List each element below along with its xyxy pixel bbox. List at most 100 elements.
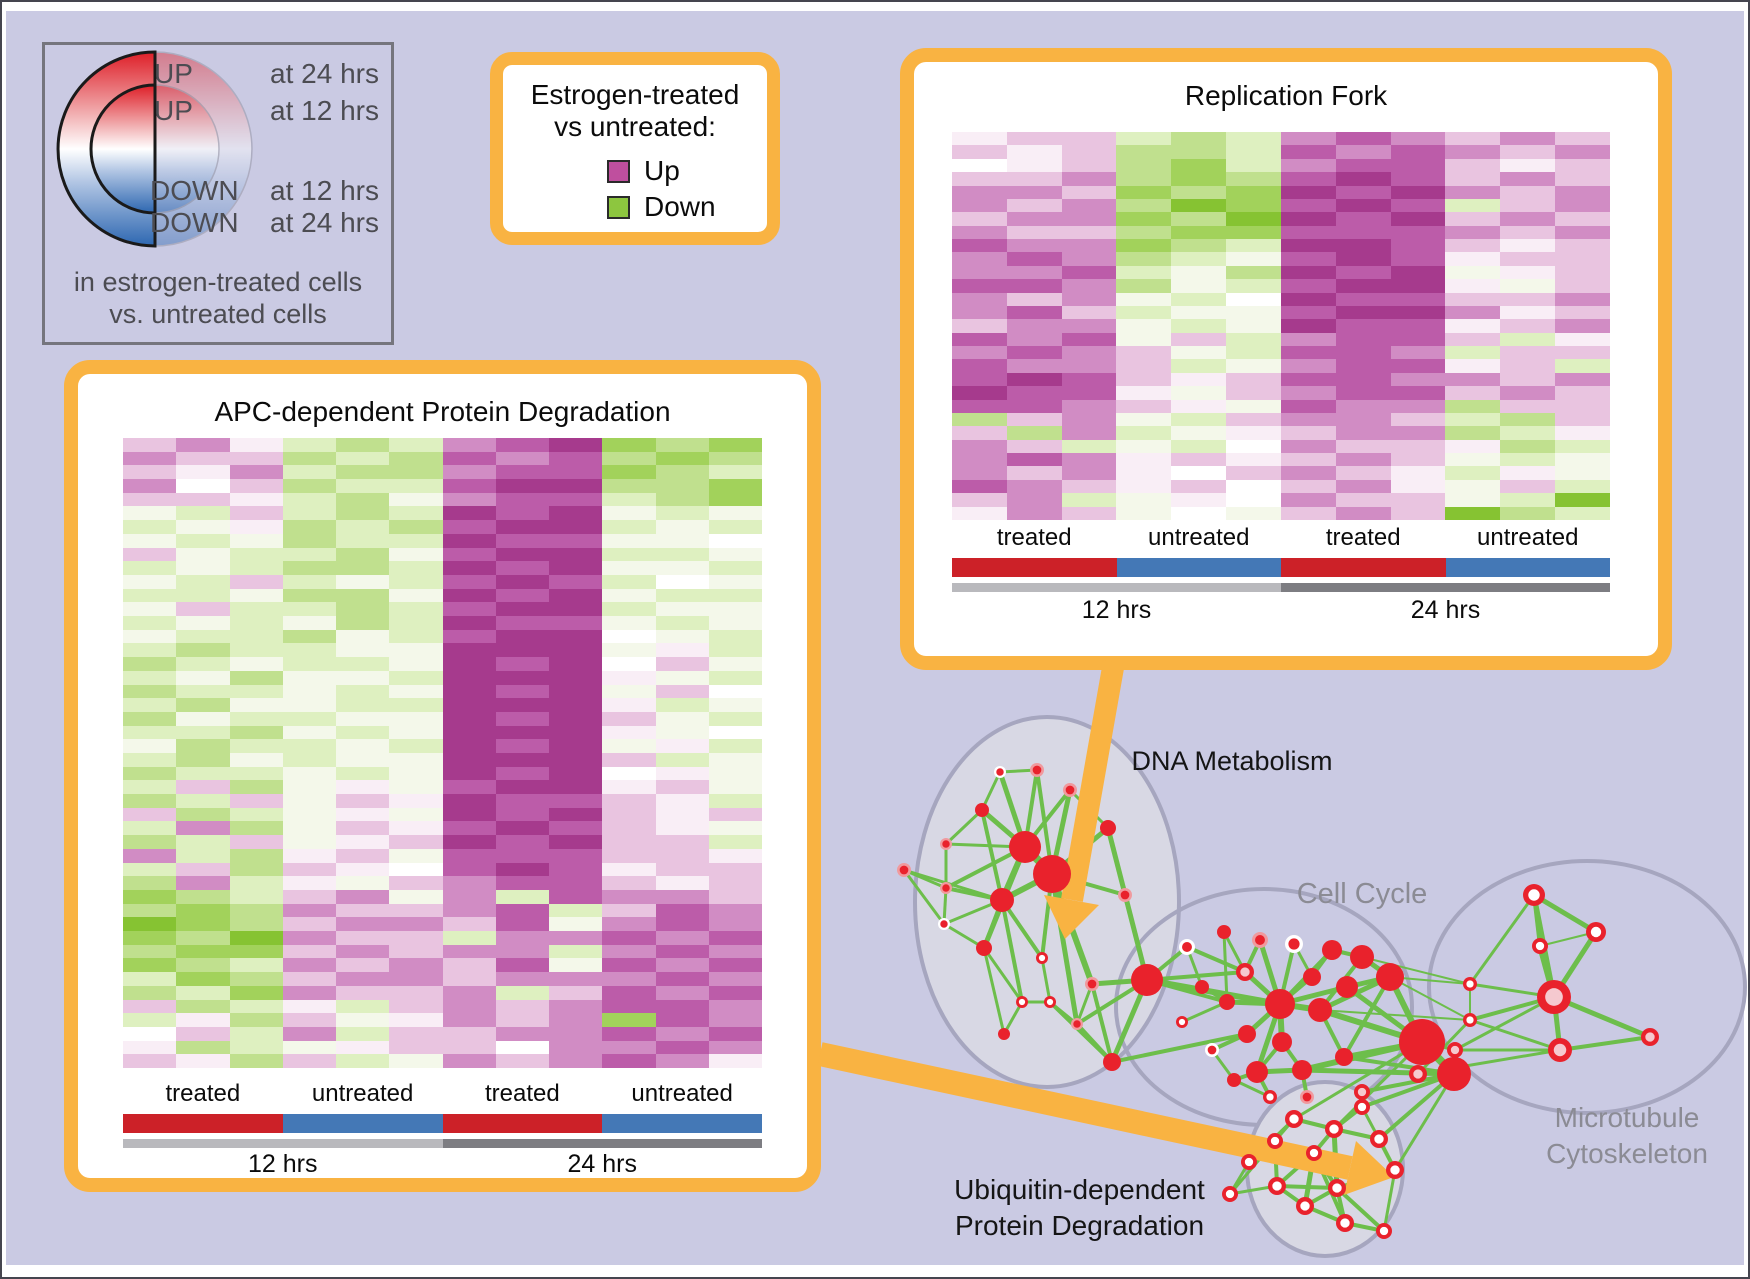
heatmap-cell	[1061, 292, 1117, 306]
heatmap-cell	[1006, 305, 1062, 320]
heatmap-cell	[1445, 158, 1501, 173]
heatmap-cell	[442, 465, 496, 480]
heatmap-cell	[1555, 265, 1610, 280]
heatmap-cell	[442, 670, 496, 685]
heatmap-cell	[1226, 412, 1281, 427]
apc-degradation-panel: APC-dependent Protein Degradation treate…	[64, 360, 821, 1192]
heatmap-cell	[1006, 372, 1062, 387]
heatmap-cell	[1390, 359, 1446, 373]
heatmap-cell	[442, 725, 496, 740]
heatmap-cell	[549, 985, 603, 1000]
heatmap-cell	[1226, 265, 1281, 280]
interpretation-legend-box: UP at 24 hrs UP at 12 hrs DOWN at 12 hrs…	[42, 42, 394, 345]
heatmap-cell	[123, 698, 177, 712]
heatmap-cell	[655, 492, 709, 507]
apc-degradation-condition-labels: treated untreated treated untreated	[123, 1080, 762, 1108]
heatmap-cell	[176, 629, 230, 644]
heatmap-cell	[123, 616, 177, 630]
heatmap-cell	[336, 643, 390, 658]
heatmap-cell	[1061, 265, 1117, 280]
heatmap-cell	[1280, 198, 1336, 213]
heatmap-cell	[229, 465, 283, 480]
heatmap-cell	[1555, 292, 1610, 306]
heatmap-cell	[655, 903, 709, 918]
heatmap-cell	[602, 889, 656, 904]
heatmap-cell	[282, 643, 336, 658]
heatmap-cell	[602, 985, 656, 1000]
heatmap-cell	[1500, 279, 1556, 293]
heatmap-cell	[229, 835, 283, 849]
heatmap-cell	[655, 533, 709, 548]
heatmap-cell	[602, 848, 656, 863]
heatmap-cell	[1226, 172, 1281, 186]
heatmap-cell	[952, 399, 1007, 413]
heatmap-cell	[229, 752, 283, 767]
heatmap-cell	[123, 533, 177, 548]
heatmap-cell	[1171, 145, 1227, 159]
heatmap-cell	[389, 958, 443, 973]
heatmap-cell	[442, 629, 496, 644]
heatmap-cell	[282, 752, 336, 767]
heatmap-cell	[495, 602, 549, 617]
heatmap-cell	[389, 643, 443, 658]
heatmap-cell	[282, 561, 336, 575]
time-label: 24 hrs	[1410, 596, 1481, 624]
heatmap-cell	[389, 629, 443, 644]
heatmap-cell	[495, 670, 549, 685]
heatmap-cell	[655, 1054, 709, 1068]
heatmap-cell	[389, 794, 443, 808]
heatmap-cell	[1171, 279, 1227, 293]
heatmap-cell	[708, 1026, 762, 1041]
heatmap-cell	[952, 292, 1007, 306]
heatmap-cell	[1555, 466, 1610, 480]
condition-label: treated	[996, 524, 1072, 551]
heatmap-cell	[1280, 252, 1336, 266]
heatmap-cell	[952, 506, 1007, 520]
heatmap-cell	[123, 876, 177, 890]
heatmap-cell	[495, 643, 549, 658]
heatmap-cell	[282, 958, 336, 973]
heatmap-cell	[655, 506, 709, 521]
heatmap-cell	[1006, 346, 1062, 360]
heatmap-cell	[549, 794, 603, 808]
heatmap-cell	[442, 821, 496, 836]
heatmap-cell	[123, 492, 177, 507]
heatmap-cell	[176, 944, 230, 959]
heatmap-cell	[952, 212, 1007, 226]
heatmap-cell	[708, 643, 762, 658]
heatmap-cell	[1280, 412, 1336, 427]
heatmap-cell	[1500, 386, 1556, 400]
heatmap-cell	[123, 958, 177, 973]
heatmap-cell	[1335, 292, 1391, 306]
heatmap-cell	[1006, 225, 1062, 240]
heatmap-cell	[655, 835, 709, 849]
heatmap-cell	[389, 821, 443, 836]
heatmap-cell	[655, 752, 709, 767]
heatmap-cell	[1006, 506, 1062, 520]
heatmap-cell	[389, 1040, 443, 1055]
heatmap-cell	[549, 1054, 603, 1068]
heatmap-cell	[1390, 132, 1446, 146]
heatmap-cell	[1445, 372, 1501, 387]
heatmap-cell	[123, 547, 177, 562]
heatmap-cell	[1061, 332, 1117, 347]
heatmap-cell	[1116, 426, 1172, 440]
heatmap-cell	[282, 794, 336, 808]
heatmap-cell	[282, 506, 336, 521]
heatmap-cell	[282, 670, 336, 685]
heatmap-cell	[1171, 185, 1227, 199]
heatmap-cell	[1061, 386, 1117, 400]
heatmap-cell	[176, 643, 230, 658]
heatmap-cell	[549, 972, 603, 986]
heatmap-cell	[655, 944, 709, 959]
legend-down-12-word: DOWN	[150, 175, 239, 206]
heatmap-cell	[495, 889, 549, 904]
color-legend-title-line2: vs untreated:	[554, 111, 716, 142]
heatmap-cell	[336, 711, 390, 726]
heatmap-cell	[1390, 305, 1446, 320]
heatmap-cell	[282, 835, 336, 849]
heatmap-cell	[655, 862, 709, 877]
heatmap-cell	[229, 903, 283, 918]
heatmap-cell	[123, 438, 177, 452]
heatmap-cell	[1500, 158, 1556, 173]
